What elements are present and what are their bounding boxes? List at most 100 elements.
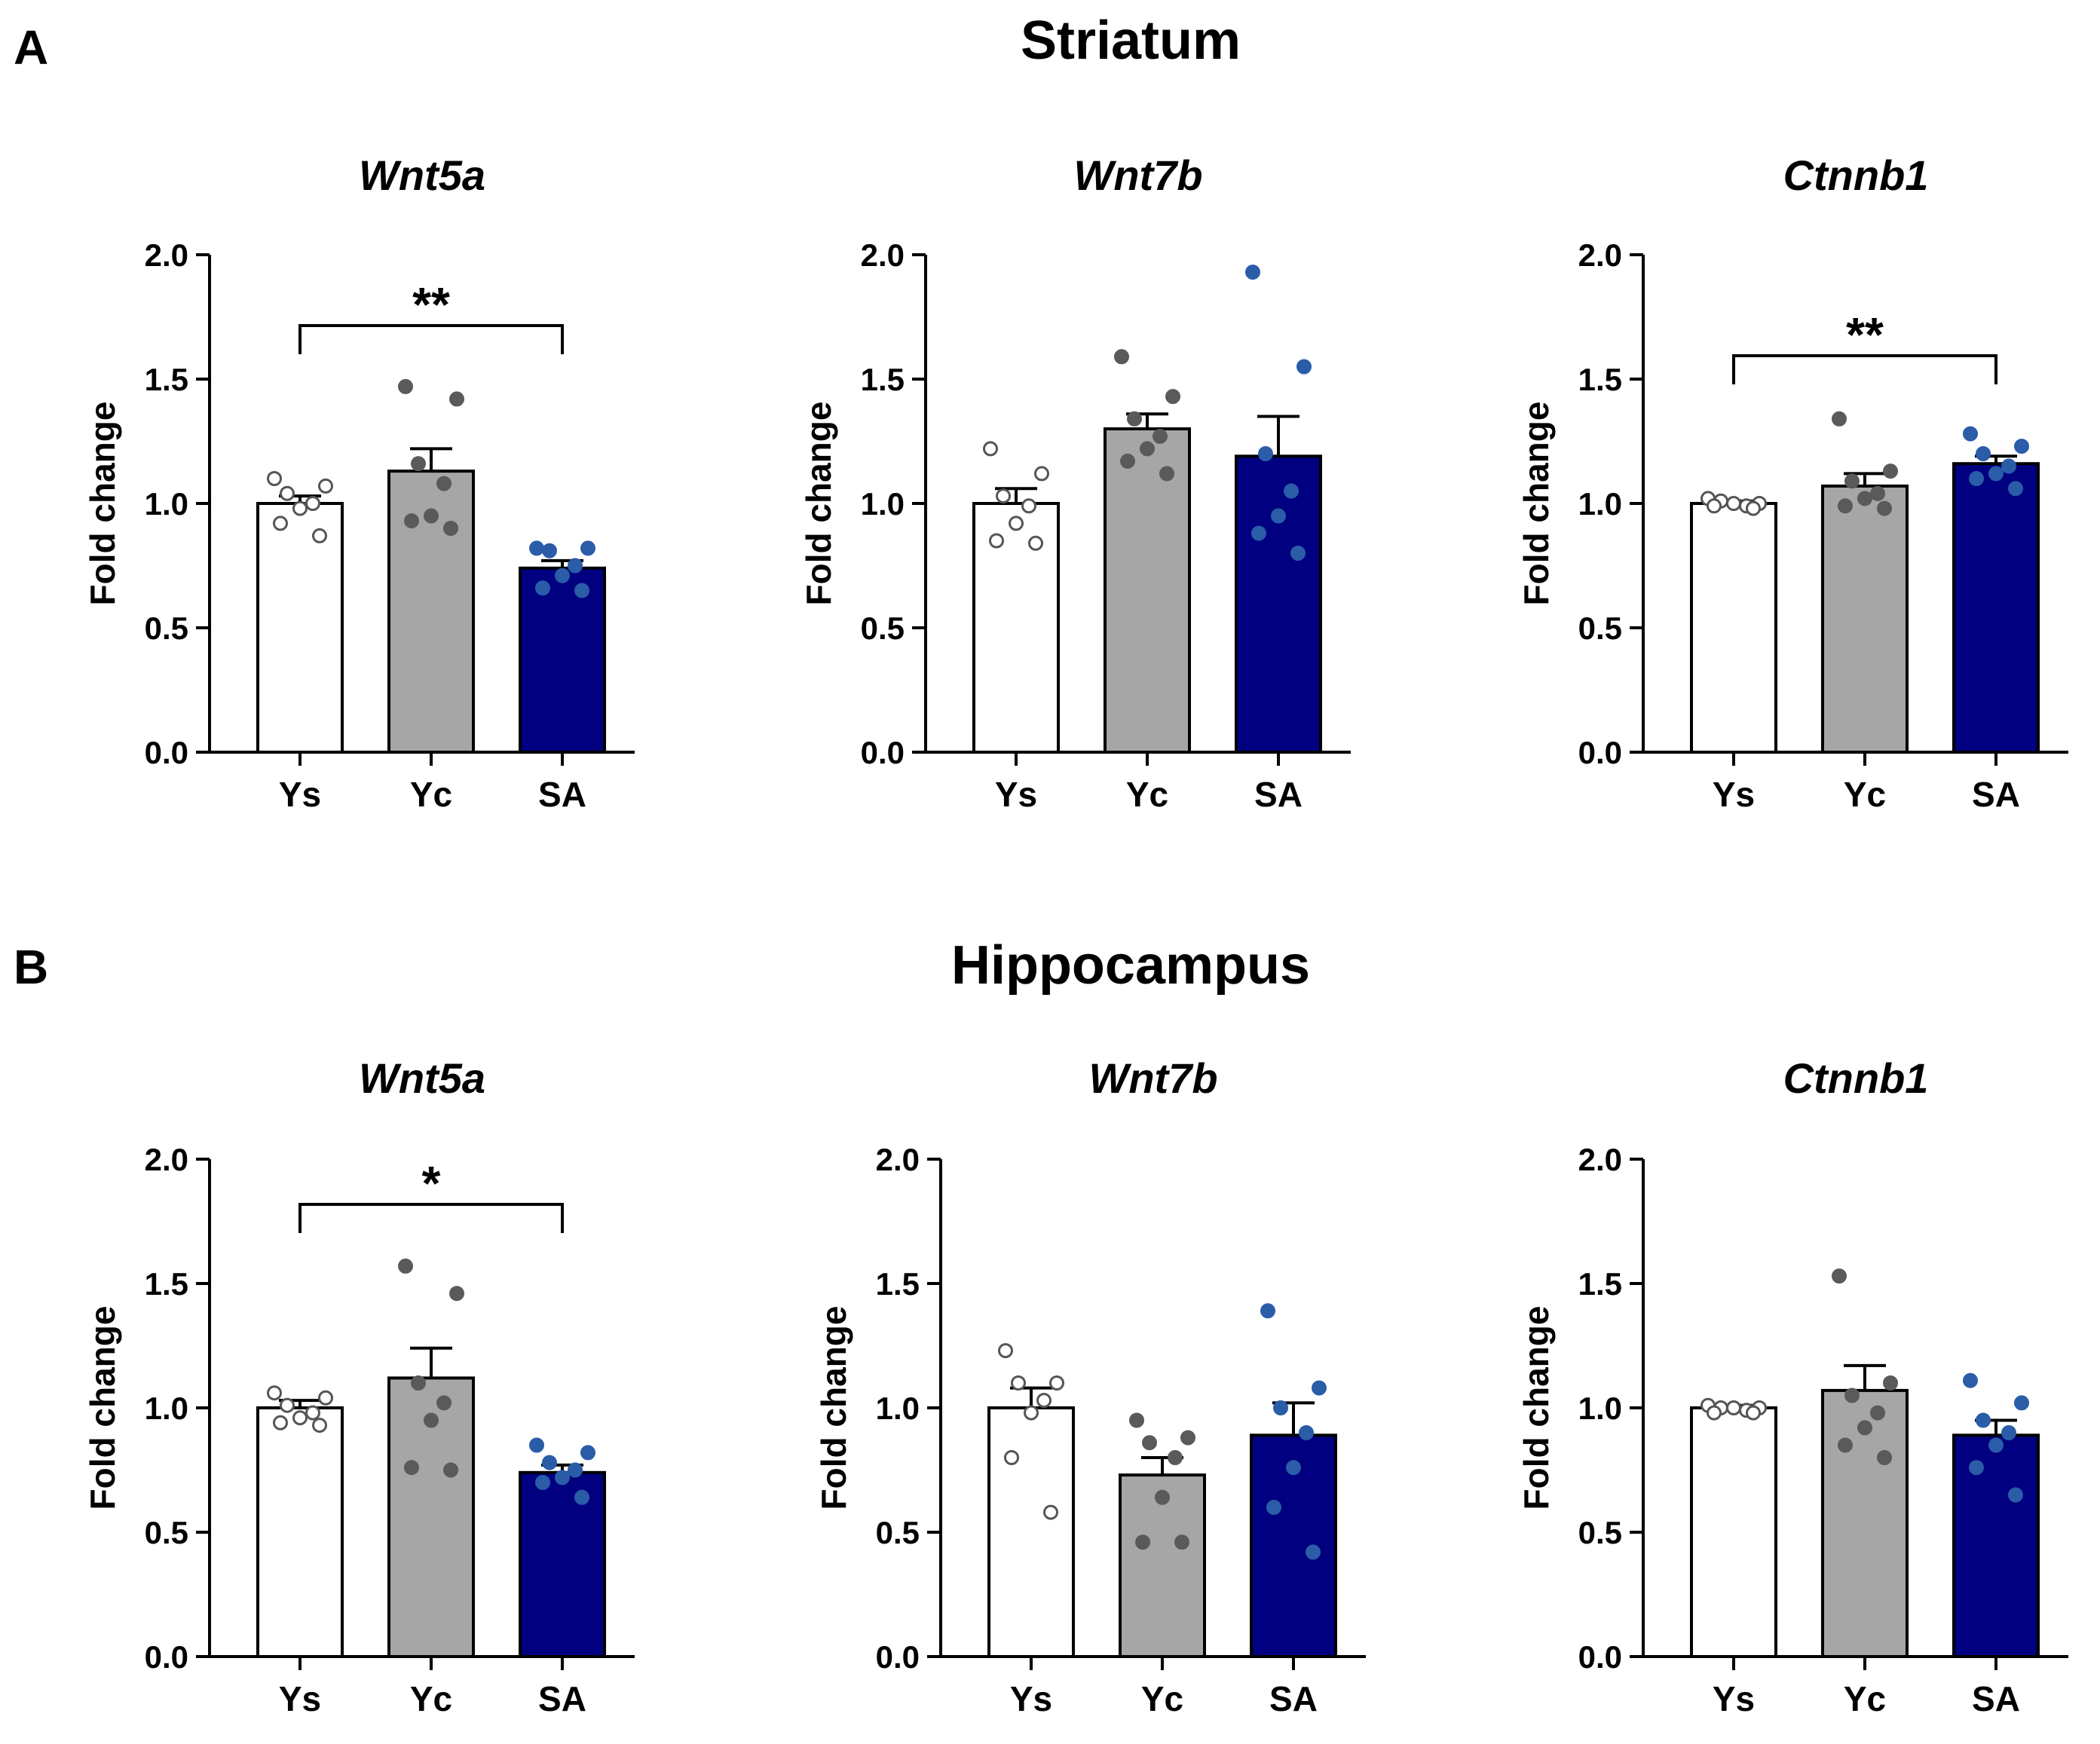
data-point-sa <box>535 580 550 596</box>
y-tick-label: 0.5 <box>145 1515 188 1550</box>
data-point-ys <box>983 441 998 457</box>
y-axis-label: Fold change <box>83 1306 122 1510</box>
data-point-sa <box>1976 1412 1991 1428</box>
x-tick-label: SA <box>538 775 586 814</box>
data-point-yc <box>404 1460 419 1476</box>
data-point-yc <box>1155 1489 1170 1505</box>
data-point-yc <box>1877 1450 1892 1465</box>
y-tick-label: 2.0 <box>876 1142 920 1177</box>
data-point-yc <box>398 1258 413 1274</box>
data-point-sa <box>1963 426 1978 442</box>
panel-title: Ctnnb1 <box>1783 151 1929 199</box>
bar-yc <box>1104 427 1191 754</box>
x-tick-label: Ys <box>1010 1679 1052 1718</box>
section-b-letter: B <box>14 940 48 994</box>
data-point-yc <box>1838 498 1853 514</box>
y-tick-label: 1.5 <box>861 362 905 397</box>
chart-panel: Wnt7b Fold change 0.0 0.5 1.0 1.5 2.0 Ys Yc SA <box>799 151 1351 814</box>
data-point-sa <box>1260 1303 1275 1319</box>
panel-title: Wnt7b <box>1073 151 1202 199</box>
data-point-sa <box>1299 1425 1314 1440</box>
data-point-ys <box>273 1415 288 1430</box>
x-tick-label: SA <box>1972 1679 2020 1718</box>
data-point-ys <box>1024 1405 1039 1421</box>
x-tick-label: Ys <box>279 775 321 814</box>
data-point-sa <box>1312 1380 1327 1396</box>
bar-yc <box>1821 484 1909 754</box>
x-tick-label: Yc <box>410 775 452 814</box>
data-point-yc <box>1140 441 1155 457</box>
y-tick-label: 2.0 <box>1578 237 1622 273</box>
y-tick-label: 1.5 <box>876 1266 920 1302</box>
data-point-yc <box>1180 1430 1195 1446</box>
data-point-sa <box>542 1455 557 1470</box>
data-point-ys <box>989 533 1004 549</box>
data-point-sa <box>580 1445 595 1461</box>
y-tick-label: 1.0 <box>861 486 905 522</box>
data-point-yc <box>1153 428 1168 444</box>
y-axis-label: Fold change <box>814 1306 853 1510</box>
section-b-title: Hippocampus <box>951 935 1310 996</box>
x-tick-label: Ys <box>995 775 1037 814</box>
y-tick-label: 2.0 <box>145 237 188 273</box>
data-point-yc <box>1832 411 1847 427</box>
data-point-yc <box>1120 453 1135 469</box>
data-point-sa <box>555 1470 570 1485</box>
data-point-sa <box>535 1475 550 1490</box>
data-point-ys <box>1004 1450 1019 1465</box>
data-point-sa <box>1258 446 1273 461</box>
data-point-yc <box>1857 1420 1872 1436</box>
bar-ys <box>972 502 1060 754</box>
data-point-sa <box>1266 1500 1281 1515</box>
x-tick-label: Yc <box>1844 1679 1886 1718</box>
x-tick-label: Yc <box>410 1679 452 1718</box>
data-point-sa <box>1273 1400 1288 1415</box>
data-point-yc <box>1870 485 1885 501</box>
data-point-yc <box>1159 466 1174 482</box>
data-point-ys <box>1011 1375 1026 1391</box>
y-axis-label: Fold change <box>83 402 122 606</box>
data-point-sa <box>2001 458 2016 474</box>
chart-panel: Ctnnb1 Fold change 0.0 0.5 1.0 1.5 2.0 Ys Yc SA <box>1517 1054 2068 1718</box>
data-point-ys <box>267 1385 282 1401</box>
data-point-yc <box>411 1375 426 1391</box>
x-tick-label: Ys <box>279 1679 321 1718</box>
data-point-yc <box>1857 491 1872 506</box>
data-point-ys <box>267 471 282 486</box>
data-point-ys <box>1746 500 1761 516</box>
panel-title: Wnt7b <box>1088 1054 1217 1102</box>
data-point-yc <box>1838 1437 1853 1453</box>
data-point-yc <box>1832 1268 1847 1284</box>
data-point-ys <box>305 1405 320 1421</box>
x-tick-label: SA <box>1972 775 2020 814</box>
data-point-ys <box>318 478 333 494</box>
data-point-ys <box>1036 1393 1052 1409</box>
chart-panel: Wnt5a Fold change 0.0 0.5 1.0 1.5 2.0 Ys Yc SA ** <box>83 151 635 814</box>
data-point-ys <box>312 528 327 543</box>
data-point-sa <box>529 1437 544 1453</box>
data-point-sa <box>568 1462 583 1478</box>
x-tick-label: SA <box>1254 775 1303 814</box>
significance-bracket <box>298 1203 564 1233</box>
y-tick-label: 0.5 <box>1578 1515 1622 1550</box>
data-point-ys <box>1726 1400 1741 1415</box>
data-point-sa <box>2008 481 2023 497</box>
x-tick-label: SA <box>538 1679 586 1718</box>
data-point-ys <box>1009 516 1024 531</box>
data-point-sa <box>1251 525 1266 541</box>
data-point-sa <box>1969 1460 1984 1476</box>
y-tick-label: 1.0 <box>876 1391 920 1426</box>
data-point-ys <box>1021 498 1036 514</box>
data-point-ys <box>1049 1375 1064 1391</box>
data-point-sa <box>1963 1372 1978 1388</box>
data-point-ys <box>305 496 320 511</box>
data-point-yc <box>1135 1534 1150 1550</box>
data-point-yc <box>1883 464 1898 479</box>
y-tick-label: 1.0 <box>145 1391 188 1426</box>
x-tick-label: Yc <box>1141 1679 1183 1718</box>
bar-yc <box>1119 1473 1206 1658</box>
significance-label: * <box>422 1156 441 1210</box>
y-axis-label: Fold change <box>1517 402 1556 606</box>
data-point-ys <box>1043 1504 1058 1520</box>
y-tick-label: 1.0 <box>1578 1391 1622 1426</box>
